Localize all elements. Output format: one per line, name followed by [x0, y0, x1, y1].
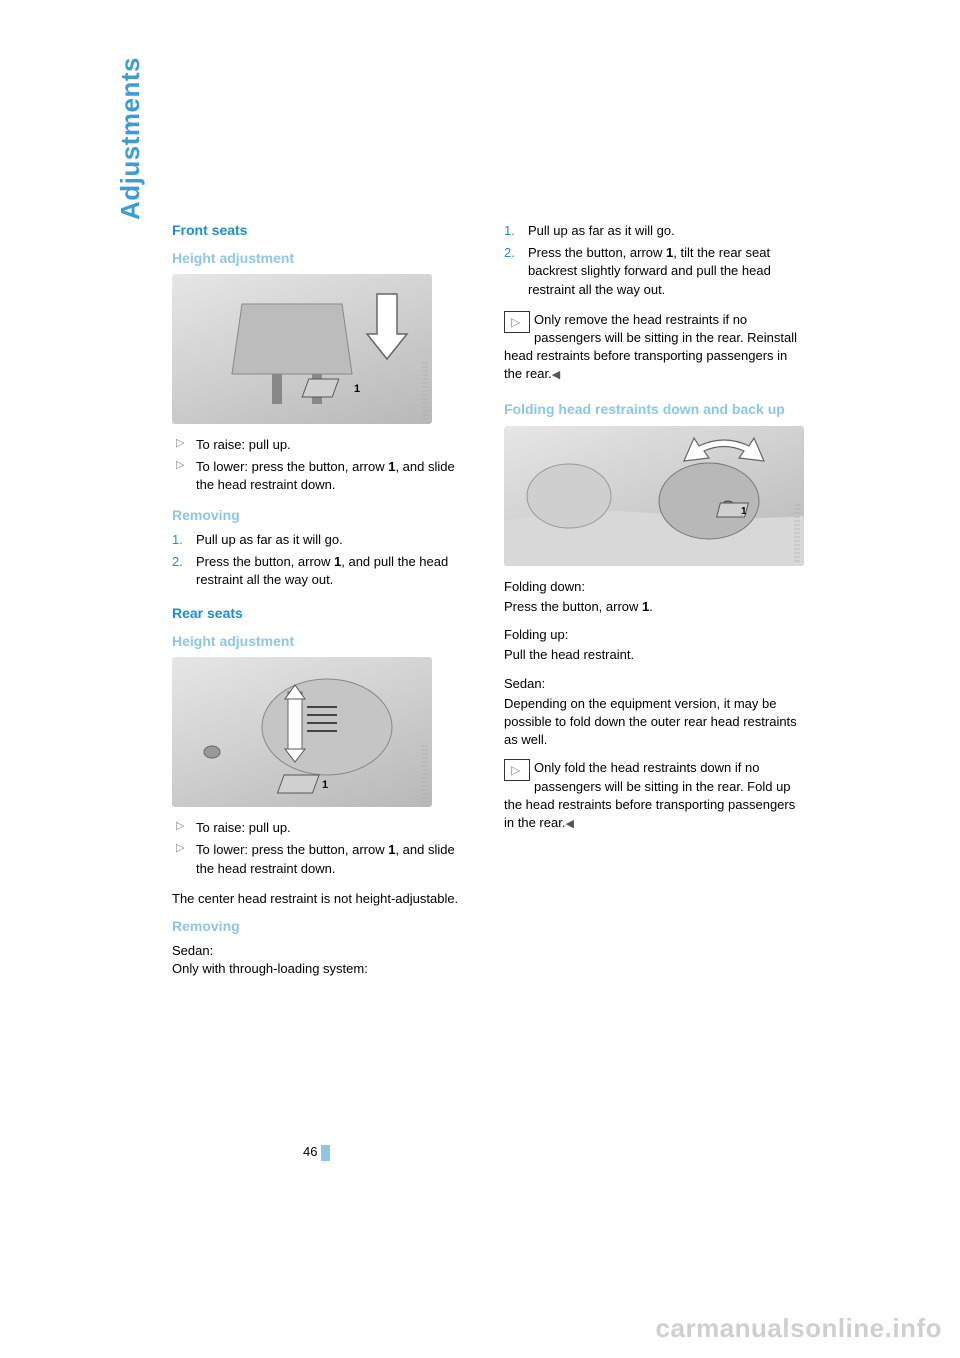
- caution-icon: [504, 311, 530, 333]
- front-headrest-illustration: 1: [172, 274, 432, 424]
- watermark: carmanualsonline.info: [656, 1313, 942, 1344]
- figure-front-headrest: 1: [172, 274, 432, 424]
- front-seats-heading: Front seats: [172, 222, 472, 238]
- step-number: 1.: [504, 222, 515, 240]
- removing-sedan-text: Only with through-loading system:: [172, 960, 472, 978]
- warning-remove-restraints: Only remove the head restraints if no pa…: [504, 311, 804, 384]
- sedan-text: Depending on the equipment version, it m…: [504, 695, 804, 750]
- left-column: Front seats Height adjustment 1 To raise…: [172, 222, 472, 988]
- folding-heading: Folding head restraints down and back up: [504, 400, 804, 418]
- rear-seats-heading: Rear seats: [172, 605, 472, 621]
- height-adjustment-heading-front: Height adjustment: [172, 250, 472, 266]
- list-text: To lower: press the button, arrow 1, and…: [196, 459, 455, 492]
- step-number: 1.: [172, 531, 183, 549]
- right-steps: 1. Pull up as far as it will go. 2. Press …: [504, 222, 804, 299]
- list-item: 2. Press the button, arrow 1, and pull th…: [172, 553, 472, 589]
- right-column: 1. Pull up as far as it will go. 2. Press …: [504, 222, 804, 988]
- removing-sedan-label: Sedan:: [172, 942, 472, 960]
- figure-folding-headrest: 1: [504, 426, 804, 566]
- svg-text:1: 1: [354, 383, 360, 395]
- svg-text:1: 1: [322, 779, 328, 791]
- figure-rear-headrest: 1: [172, 657, 432, 807]
- page-number: 46: [303, 1144, 330, 1161]
- height-adjustment-heading-rear: Height adjustment: [172, 633, 472, 649]
- folding-headrest-illustration: 1: [504, 426, 804, 566]
- list-item: To raise: pull up.: [172, 819, 472, 837]
- list-item: To raise: pull up.: [172, 436, 472, 454]
- step-text: Pull up as far as it will go.: [528, 223, 675, 238]
- list-text: To lower: press the button, arrow 1, and…: [196, 842, 455, 875]
- list-item: 2. Press the button, arrow 1, tilt the re…: [504, 244, 804, 299]
- step-text: Press the button, arrow 1, and pull the …: [196, 554, 448, 587]
- warning-text: Only fold the head restraints down if no…: [504, 760, 795, 830]
- page-number-marker: [321, 1145, 330, 1161]
- front-removing-steps: 1. Pull up as far as it will go. 2. Press …: [172, 531, 472, 590]
- page-content: Front seats Height adjustment 1 To raise…: [110, 222, 830, 988]
- list-text: To raise: pull up.: [196, 820, 291, 835]
- center-restraint-note: The center head restraint is not height-…: [172, 890, 472, 908]
- rear-headrest-illustration: 1: [172, 657, 432, 807]
- folding-up-text: Pull the head restraint.: [504, 646, 804, 664]
- side-section-title: Adjustments: [115, 57, 146, 220]
- sedan-label: Sedan:: [504, 675, 804, 693]
- end-marker-icon: ◀: [565, 818, 573, 830]
- step-number: 2.: [172, 553, 183, 571]
- list-item: To lower: press the button, arrow 1, and…: [172, 841, 472, 877]
- caution-icon: [504, 759, 530, 781]
- list-item: 1. Pull up as far as it will go.: [504, 222, 804, 240]
- step-number: 2.: [504, 244, 515, 262]
- list-text: To raise: pull up.: [196, 437, 291, 452]
- end-marker-icon: ◀: [552, 369, 560, 381]
- front-height-list: To raise: pull up. To lower: press the b…: [172, 436, 472, 495]
- rear-height-list: To raise: pull up. To lower: press the b…: [172, 819, 472, 878]
- list-item: 1. Pull up as far as it will go.: [172, 531, 472, 549]
- warning-text: Only remove the head restraints if no pa…: [504, 312, 797, 382]
- step-text: Pull up as far as it will go.: [196, 532, 343, 547]
- step-text: Press the button, arrow 1, tilt the rear…: [528, 245, 771, 296]
- list-item: To lower: press the button, arrow 1, and…: [172, 458, 472, 494]
- folding-down-label: Folding down:: [504, 578, 804, 596]
- removing-heading-front: Removing: [172, 507, 472, 523]
- removing-heading-rear: Removing: [172, 918, 472, 934]
- warning-fold-restraints: Only fold the head restraints down if no…: [504, 759, 804, 832]
- svg-text:1: 1: [741, 506, 747, 517]
- folding-up-label: Folding up:: [504, 626, 804, 644]
- folding-down-text: Press the button, arrow 1.: [504, 598, 804, 616]
